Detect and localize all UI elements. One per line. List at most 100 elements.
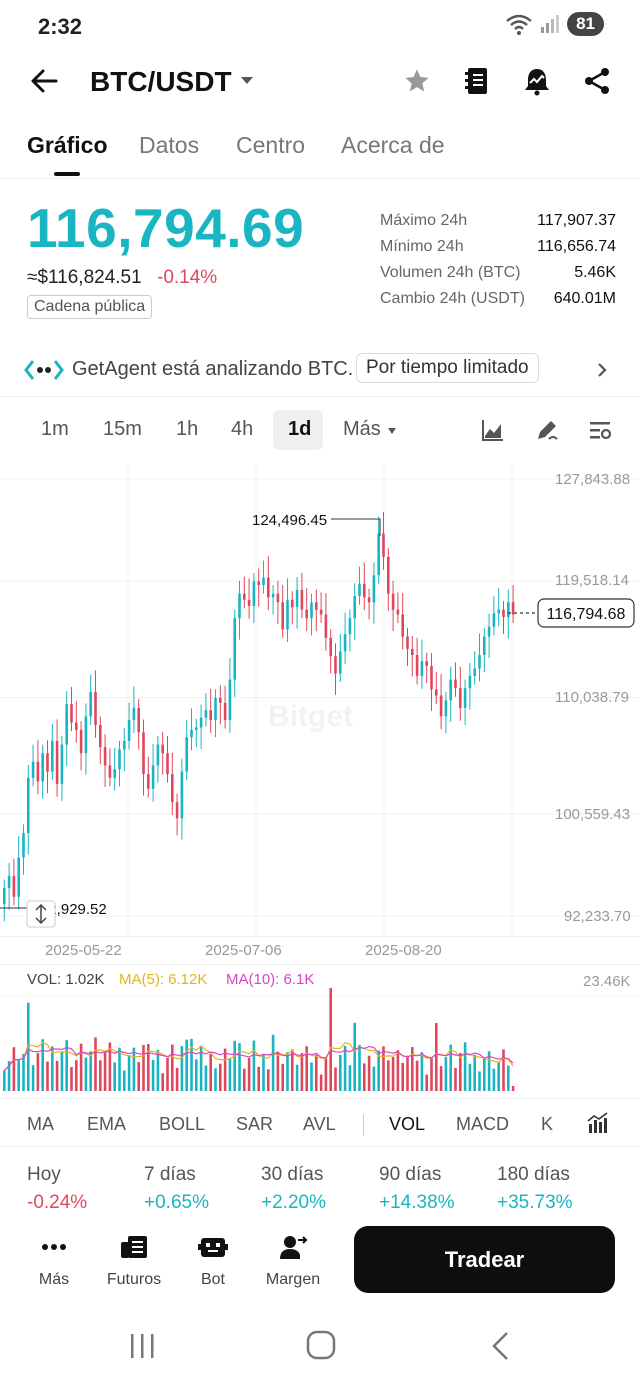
drawing-tools-icon[interactable]	[535, 418, 559, 442]
candle-body	[487, 626, 491, 637]
volume-bar	[310, 1062, 313, 1091]
volume-bar	[511, 1086, 515, 1091]
volume-bar	[31, 1065, 35, 1091]
volume-bar	[286, 1052, 289, 1091]
candle-body	[60, 744, 64, 784]
tab-datos[interactable]: Datos	[139, 132, 200, 158]
nav-more[interactable]: Más	[14, 1234, 94, 1289]
candle-body	[79, 729, 83, 754]
chevron-right-icon[interactable]	[596, 362, 608, 378]
limited-time-tag: Por tiempo limitado	[356, 353, 539, 383]
expand-arrows-icon[interactable]	[35, 903, 47, 925]
watermark: Bitget	[268, 700, 353, 733]
volume-bar	[271, 1034, 275, 1091]
nav-bot[interactable]: Bot	[173, 1234, 253, 1289]
candle-body	[113, 769, 116, 778]
indicator-avl[interactable]: AVL	[303, 1114, 336, 1134]
candle-body	[156, 744, 160, 766]
volume-bar	[60, 1051, 64, 1091]
volume-bar	[473, 1054, 476, 1091]
candle-body	[151, 765, 155, 789]
perf-label: 30 días	[261, 1164, 324, 1185]
volume-bar	[17, 1059, 20, 1091]
trade-button[interactable]: Tradear	[354, 1226, 615, 1293]
perf-label: Hoy	[27, 1164, 61, 1185]
star-icon[interactable]	[403, 67, 431, 95]
getagent-banner[interactable]: GetAgent está analizando BTC. Por tiempo…	[0, 350, 640, 390]
candle-body	[161, 744, 164, 754]
candle-body	[209, 710, 212, 721]
candle-body	[65, 704, 68, 745]
pair-title[interactable]: BTC/USDT	[90, 66, 232, 97]
nav-margin[interactable]: Margen	[253, 1234, 333, 1289]
volume-bar	[223, 1048, 227, 1091]
indicator-macd[interactable]: MACD	[456, 1114, 509, 1134]
indicator-k[interactable]: K	[541, 1114, 554, 1134]
tab-centro[interactable]: Centro	[236, 132, 306, 158]
divider	[0, 936, 640, 937]
ma10-line	[3, 1045, 514, 1072]
indicator-sar[interactable]: SAR	[236, 1114, 274, 1134]
price-alert-icon[interactable]	[522, 66, 552, 96]
candle-body	[271, 593, 275, 598]
recent-apps-icon[interactable]	[129, 1332, 157, 1360]
volume-bars	[3, 988, 515, 1091]
notebook-icon[interactable]	[464, 66, 490, 96]
price-axis-label: 110,038.79	[555, 689, 629, 706]
candle-body	[343, 634, 347, 652]
chart-type-icon[interactable]	[481, 418, 505, 442]
candle-body	[415, 655, 419, 676]
chevron-down-icon[interactable]	[240, 76, 254, 86]
volume-bar	[439, 1066, 443, 1091]
tab-acerca-de[interactable]: Acerca de	[341, 132, 445, 158]
volume-bar	[171, 1044, 174, 1091]
timeframe-1m[interactable]: 1m	[41, 418, 69, 440]
volume-bar	[300, 1053, 304, 1091]
indicator-settings-icon[interactable]	[587, 1112, 609, 1134]
candle-body	[243, 593, 246, 600]
candle-body	[382, 533, 385, 557]
stat-label: Volumen 24h (BTC)	[380, 264, 521, 281]
candle-body	[372, 575, 376, 603]
indicator-ma[interactable]: MA	[27, 1114, 54, 1134]
chart-settings-icon[interactable]	[588, 418, 612, 442]
timeframe-15m[interactable]: 15m	[103, 418, 142, 440]
tab-grafico[interactable]: Gráfico	[27, 132, 108, 158]
nav-label: Futuros	[106, 1271, 162, 1288]
timeframe-more[interactable]: Más	[343, 418, 381, 440]
indicator-boll[interactable]: BOLL	[159, 1114, 206, 1134]
back-arrow-icon[interactable]	[30, 68, 58, 94]
chain-badge[interactable]: Cadena pública	[27, 295, 153, 319]
candle-body	[295, 589, 299, 608]
volume-bar	[214, 1068, 217, 1091]
candle-body	[286, 599, 289, 630]
volume-bar	[65, 1040, 68, 1091]
price-chart[interactable]: Bitget 124,496.45 92,929.52 116,794.68	[0, 464, 640, 936]
timeframe-1h[interactable]: 1h	[176, 418, 199, 440]
price-change: -0.14%	[157, 267, 218, 288]
volume-bar	[315, 1054, 318, 1091]
indicator-vol[interactable]: VOL	[389, 1114, 426, 1134]
volume-bar	[46, 1061, 49, 1091]
volume-bar	[334, 1067, 337, 1091]
volume-bar	[382, 1046, 385, 1091]
volume-chart[interactable]	[0, 964, 640, 1094]
volume-bar	[175, 1067, 179, 1091]
timeframe-1d[interactable]: 1d	[288, 418, 312, 440]
share-icon[interactable]	[583, 67, 611, 95]
perf-value: -0.24%	[27, 1192, 88, 1213]
volume-bar	[478, 1071, 481, 1091]
volume-bar	[113, 1062, 116, 1091]
volume-bar	[3, 1070, 6, 1091]
home-icon[interactable]	[306, 1330, 336, 1360]
volume-bar	[353, 1022, 356, 1091]
candle-body	[175, 802, 179, 819]
status-time: 2:32	[38, 14, 83, 39]
perf-label: 7 días	[144, 1164, 196, 1185]
back-icon[interactable]	[489, 1330, 513, 1362]
nav-futures[interactable]: Futuros	[94, 1234, 174, 1289]
divider	[0, 178, 640, 179]
indicator-ema[interactable]: EMA	[87, 1114, 127, 1134]
timeframe-4h[interactable]: 4h	[231, 418, 254, 440]
volume-bar	[7, 1061, 11, 1091]
